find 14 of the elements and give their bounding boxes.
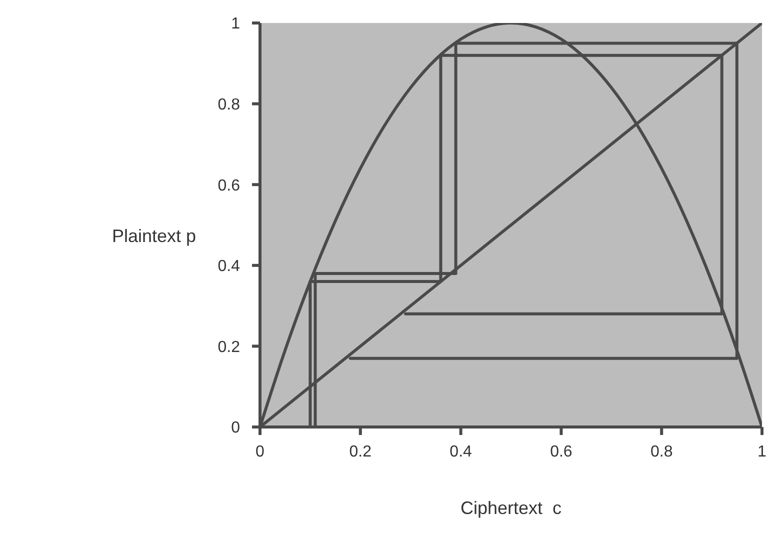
y-tick-label: 0.8 bbox=[218, 96, 240, 114]
x-tick-label: 0.2 bbox=[349, 443, 372, 460]
x-tick-label: 0.6 bbox=[550, 443, 572, 460]
x-tick-label: 0.8 bbox=[650, 443, 673, 460]
x-tick-label: 1 bbox=[758, 443, 767, 460]
y-tick-label: 0.2 bbox=[218, 338, 240, 356]
y-tick-label: 1 bbox=[231, 16, 240, 33]
y-tick-label: 0.6 bbox=[218, 177, 240, 194]
x-tick-label: 0 bbox=[256, 443, 265, 460]
x-axis-title: Ciphertext c bbox=[459, 498, 563, 519]
x-tick-label: 0.4 bbox=[450, 443, 472, 460]
y-axis-title: Plaintext p bbox=[112, 226, 196, 247]
y-tick-label: 0.4 bbox=[218, 258, 240, 276]
y-tick-label: 0 bbox=[231, 420, 240, 437]
